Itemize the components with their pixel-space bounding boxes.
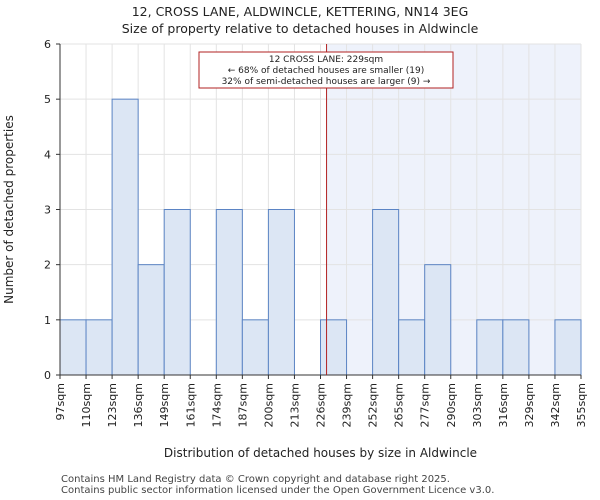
x-tick-label: 123sqm	[106, 383, 119, 427]
x-tick-label: 161sqm	[184, 383, 197, 427]
bar-200sqm	[267, 209, 295, 376]
bar-174sqm	[215, 209, 243, 376]
x-tick-label: 97sqm	[54, 383, 67, 420]
x-tick-label: 355sqm	[575, 383, 588, 427]
bar-277sqm	[424, 264, 452, 376]
y-tick-label: 0	[44, 369, 51, 382]
y-tick-label: 6	[44, 38, 51, 51]
footer-line-2: Contains public sector information licen…	[61, 485, 495, 496]
x-tick-label: 187sqm	[236, 383, 249, 427]
x-tick-label: 239sqm	[341, 383, 354, 427]
y-tick-label: 4	[44, 148, 51, 161]
bar-149sqm	[163, 209, 191, 376]
bar-265sqm	[398, 319, 426, 376]
bar-136sqm	[137, 264, 165, 376]
footer-line-1: Contains HM Land Registry data © Crown c…	[61, 474, 450, 485]
y-tick-label: 3	[44, 204, 51, 217]
x-tick-label: 110sqm	[80, 383, 93, 427]
chart-title: 12, CROSS LANE, ALDWINCLE, KETTERING, NN…	[131, 4, 469, 19]
chart-subtitle: Size of property relative to detached ho…	[121, 21, 479, 36]
bar-226sqm	[320, 319, 348, 376]
x-tick-label: 265sqm	[393, 383, 406, 427]
bar-187sqm	[241, 319, 269, 376]
y-tick-label: 5	[44, 93, 51, 106]
bar-342sqm	[554, 319, 582, 376]
x-tick-label: 136sqm	[132, 383, 145, 427]
x-tick-label: 303sqm	[471, 383, 484, 427]
x-tick-label: 226sqm	[315, 383, 328, 427]
y-tick-label: 2	[44, 259, 51, 272]
y-axis-label: Number of detached properties	[2, 115, 16, 304]
bar-252sqm	[372, 209, 400, 376]
annotation-line-1: 12 CROSS LANE: 229sqm	[269, 55, 383, 65]
x-tick-label: 316sqm	[497, 383, 510, 427]
x-tick-label: 174sqm	[210, 383, 223, 427]
bar-123sqm	[111, 98, 139, 376]
bar-110sqm	[85, 319, 113, 376]
x-tick-label: 213sqm	[288, 383, 301, 427]
x-tick-label: 200sqm	[262, 383, 275, 427]
x-tick-label: 252sqm	[367, 383, 380, 427]
bar-316sqm	[502, 319, 530, 376]
x-tick-label: 329sqm	[523, 383, 536, 427]
annotation-line-2: ← 68% of detached houses are smaller (19…	[228, 66, 425, 76]
bar-303sqm	[476, 319, 504, 376]
x-tick-label: 342sqm	[549, 383, 562, 427]
x-tick-label: 277sqm	[419, 383, 432, 427]
y-tick-label: 1	[44, 314, 51, 327]
x-tick-label: 149sqm	[158, 383, 171, 427]
annotation-box	[198, 51, 454, 89]
annotation-line-3: 32% of semi-detached houses are larger (…	[222, 77, 431, 87]
x-tick-label: 290sqm	[445, 383, 458, 427]
x-axis-label: Distribution of detached houses by size …	[164, 446, 477, 460]
bar-97sqm	[59, 319, 87, 376]
